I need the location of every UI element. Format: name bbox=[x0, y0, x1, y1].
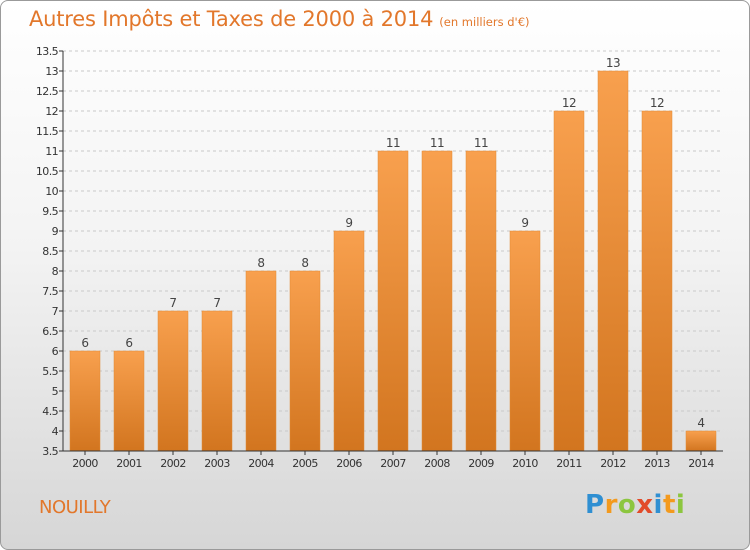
y-tick-label: 9.5 bbox=[42, 205, 58, 218]
bar-value-label: 11 bbox=[474, 136, 488, 150]
bar-value-label: 11 bbox=[430, 136, 444, 150]
y-tick-label: 6 bbox=[52, 345, 59, 358]
bar-value-label: 9 bbox=[345, 216, 352, 230]
x-tick-label: 2013 bbox=[644, 457, 670, 470]
logo-letter: r bbox=[604, 490, 618, 520]
bar-value-label: 11 bbox=[386, 136, 400, 150]
logo-letter: i bbox=[653, 490, 663, 520]
y-tick-label: 8.5 bbox=[42, 245, 58, 258]
logo-letter: x bbox=[636, 490, 654, 520]
commune-name: NOUILLY bbox=[39, 497, 111, 518]
y-tick-label: 4.5 bbox=[42, 405, 58, 418]
bar-value-label: 12 bbox=[562, 96, 576, 110]
x-tick-label: 2006 bbox=[336, 457, 362, 470]
bar bbox=[465, 150, 497, 452]
bar bbox=[113, 350, 145, 452]
x-tick-label: 2000 bbox=[72, 457, 98, 470]
x-tick-label: 2001 bbox=[116, 457, 142, 470]
y-tick-label: 5 bbox=[52, 385, 59, 398]
y-tick-label: 8 bbox=[52, 265, 59, 278]
chart-title-block: Autres Impôts et Taxes de 2000 à 2014 (en… bbox=[29, 7, 530, 31]
y-tick-label: 5.5 bbox=[42, 365, 58, 378]
y-tick-label: 7.5 bbox=[42, 285, 58, 298]
x-tick-label: 2003 bbox=[204, 457, 230, 470]
bar bbox=[69, 350, 101, 452]
bar-value-label: 7 bbox=[169, 296, 176, 310]
bar-value-label: 7 bbox=[213, 296, 220, 310]
x-tick-label: 2004 bbox=[248, 457, 274, 470]
bar bbox=[685, 430, 717, 452]
y-tick-label: 4 bbox=[52, 425, 59, 438]
bar-value-label: 6 bbox=[125, 336, 132, 350]
logo-letter: o bbox=[617, 490, 637, 520]
y-tick-label: 13.5 bbox=[36, 45, 59, 58]
chart-title: Autres Impôts et Taxes de 2000 à 2014 bbox=[29, 7, 434, 31]
y-tick-label: 7 bbox=[52, 305, 59, 318]
x-tick-label: 2005 bbox=[292, 457, 318, 470]
logo-letter: P bbox=[585, 490, 605, 520]
y-tick-label: 11.5 bbox=[36, 125, 59, 138]
bar bbox=[333, 230, 365, 452]
bar bbox=[377, 150, 409, 452]
x-tick-label: 2012 bbox=[600, 457, 626, 470]
proxiti-logo: Proxiti bbox=[585, 490, 685, 520]
bar-value-label: 9 bbox=[521, 216, 528, 230]
y-tick-label: 10.5 bbox=[36, 165, 59, 178]
y-tick-label: 12 bbox=[45, 105, 58, 118]
x-tick-label: 2008 bbox=[424, 457, 450, 470]
y-tick-label: 6.5 bbox=[42, 325, 58, 338]
bar-value-label: 8 bbox=[301, 256, 308, 270]
value-label-layer: 6 6 7 7 8 8 9 11 11 11 9 12 13 12 4 bbox=[81, 56, 705, 430]
y-tick-label: 9 bbox=[52, 225, 59, 238]
x-tick-label: 2007 bbox=[380, 457, 406, 470]
logo-letter: t bbox=[662, 490, 676, 520]
x-tick-label: 2010 bbox=[512, 457, 538, 470]
x-tick-label: 2014 bbox=[688, 457, 714, 470]
bar-value-label: 8 bbox=[257, 256, 264, 270]
y-tick-label: 13 bbox=[45, 65, 58, 78]
bar bbox=[597, 70, 629, 452]
bar bbox=[201, 310, 233, 452]
bar-value-label: 13 bbox=[606, 56, 620, 70]
bar bbox=[289, 270, 321, 452]
axis-layer: 3.5 4 4.5 5 5.5 6 6.5 7 7.5 8 8.5 9 9.5 10 10.5 11 11.5 1… bbox=[36, 45, 723, 470]
bar-value-label: 12 bbox=[650, 96, 664, 110]
bar-layer bbox=[69, 70, 717, 452]
y-tick-label: 11 bbox=[45, 145, 58, 158]
bar bbox=[245, 270, 277, 452]
y-tick-label: 10 bbox=[45, 185, 58, 198]
y-tick-label: 12.5 bbox=[36, 85, 59, 98]
bar-value-label: 6 bbox=[81, 336, 88, 350]
y-tick-label: 3.5 bbox=[42, 445, 58, 458]
logo-letter: i bbox=[675, 490, 686, 520]
x-tick-label: 2009 bbox=[468, 457, 494, 470]
bar bbox=[157, 310, 189, 452]
bar bbox=[421, 150, 453, 452]
x-tick-label: 2011 bbox=[556, 457, 582, 470]
bar bbox=[553, 110, 585, 452]
bar bbox=[641, 110, 673, 452]
chart-subtitle: (en milliers d'€) bbox=[439, 15, 530, 29]
bar bbox=[509, 230, 541, 452]
x-tick-label: 2002 bbox=[160, 457, 186, 470]
bar-value-label: 4 bbox=[697, 416, 704, 430]
